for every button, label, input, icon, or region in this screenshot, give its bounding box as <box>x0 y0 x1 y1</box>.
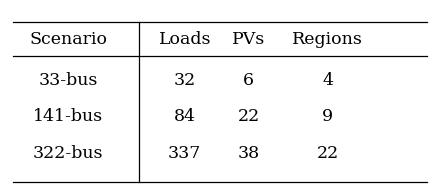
Text: PVs: PVs <box>232 31 265 48</box>
Text: 84: 84 <box>174 108 196 125</box>
Text: 33-bus: 33-bus <box>39 72 98 89</box>
Text: 6: 6 <box>243 72 254 89</box>
Text: 4: 4 <box>323 72 334 89</box>
Text: 22: 22 <box>317 145 339 162</box>
Text: 337: 337 <box>168 145 202 162</box>
Text: 22: 22 <box>238 108 260 125</box>
Text: Regions: Regions <box>292 31 363 48</box>
Text: 141-bus: 141-bus <box>33 108 103 125</box>
Text: 9: 9 <box>322 108 334 125</box>
Text: 322-bus: 322-bus <box>33 145 103 162</box>
Text: 32: 32 <box>174 72 196 89</box>
Text: Scenario: Scenario <box>29 31 107 48</box>
Text: 38: 38 <box>238 145 260 162</box>
Text: Loads: Loads <box>158 31 211 48</box>
